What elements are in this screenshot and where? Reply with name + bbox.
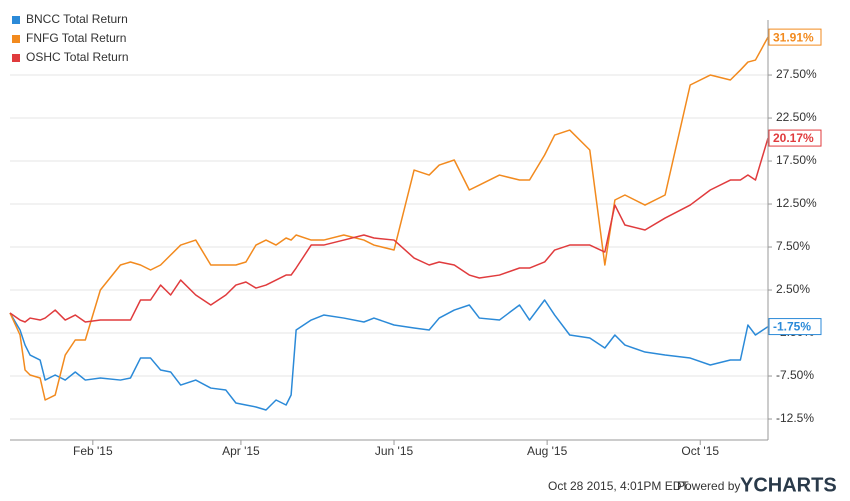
legend-label: OSHC Total Return bbox=[26, 50, 129, 64]
legend-swatch bbox=[12, 54, 20, 62]
legend-label: FNFG Total Return bbox=[26, 31, 126, 45]
legend-swatch bbox=[12, 35, 20, 43]
brand: YCHARTS bbox=[740, 474, 837, 496]
y-tick-label: 17.50% bbox=[776, 153, 817, 167]
line-series bbox=[9, 36, 769, 401]
y-tick-label: 2.50% bbox=[776, 282, 810, 296]
y-tick-label: 7.50% bbox=[776, 239, 810, 253]
legend-swatch bbox=[12, 16, 20, 24]
y-tick-label: 27.50% bbox=[776, 67, 817, 81]
end-label-box bbox=[768, 28, 822, 46]
line-series bbox=[9, 137, 769, 323]
x-tick-label: Aug '15 bbox=[527, 444, 568, 458]
y-tick-label: 12.50% bbox=[776, 196, 817, 210]
axes: -12.5%-7.50%-2.50%2.50%7.50%12.50%17.50%… bbox=[73, 67, 817, 458]
legend: BNCC Total Return FNFG Total Return OSHC T… bbox=[12, 12, 129, 64]
x-tick-label: Oct '15 bbox=[681, 444, 719, 458]
x-tick-label: Apr '15 bbox=[222, 444, 260, 458]
y-tick-label: 22.50% bbox=[776, 110, 817, 124]
timestamp: Oct 28 2015, 4:01PM EDT. bbox=[548, 479, 691, 493]
end-labels: -1.75% 31.91% 20.17% bbox=[768, 28, 822, 336]
end-label: -1.75% bbox=[773, 320, 811, 334]
legend-label: BNCC Total Return bbox=[26, 12, 128, 26]
y-tick-label: -12.5% bbox=[776, 411, 814, 425]
end-label: 20.17% bbox=[773, 131, 814, 145]
end-label: 31.91% bbox=[773, 30, 814, 44]
end-label-box bbox=[768, 318, 822, 336]
y-tick-label: -7.50% bbox=[776, 368, 814, 382]
grid bbox=[10, 74, 768, 420]
powered-by: Powered by bbox=[677, 479, 740, 493]
end-label-box bbox=[768, 129, 822, 147]
x-tick-label: Feb '15 bbox=[73, 444, 113, 458]
lines bbox=[9, 36, 769, 411]
line-series bbox=[9, 299, 769, 411]
x-tick-label: Jun '15 bbox=[375, 444, 414, 458]
